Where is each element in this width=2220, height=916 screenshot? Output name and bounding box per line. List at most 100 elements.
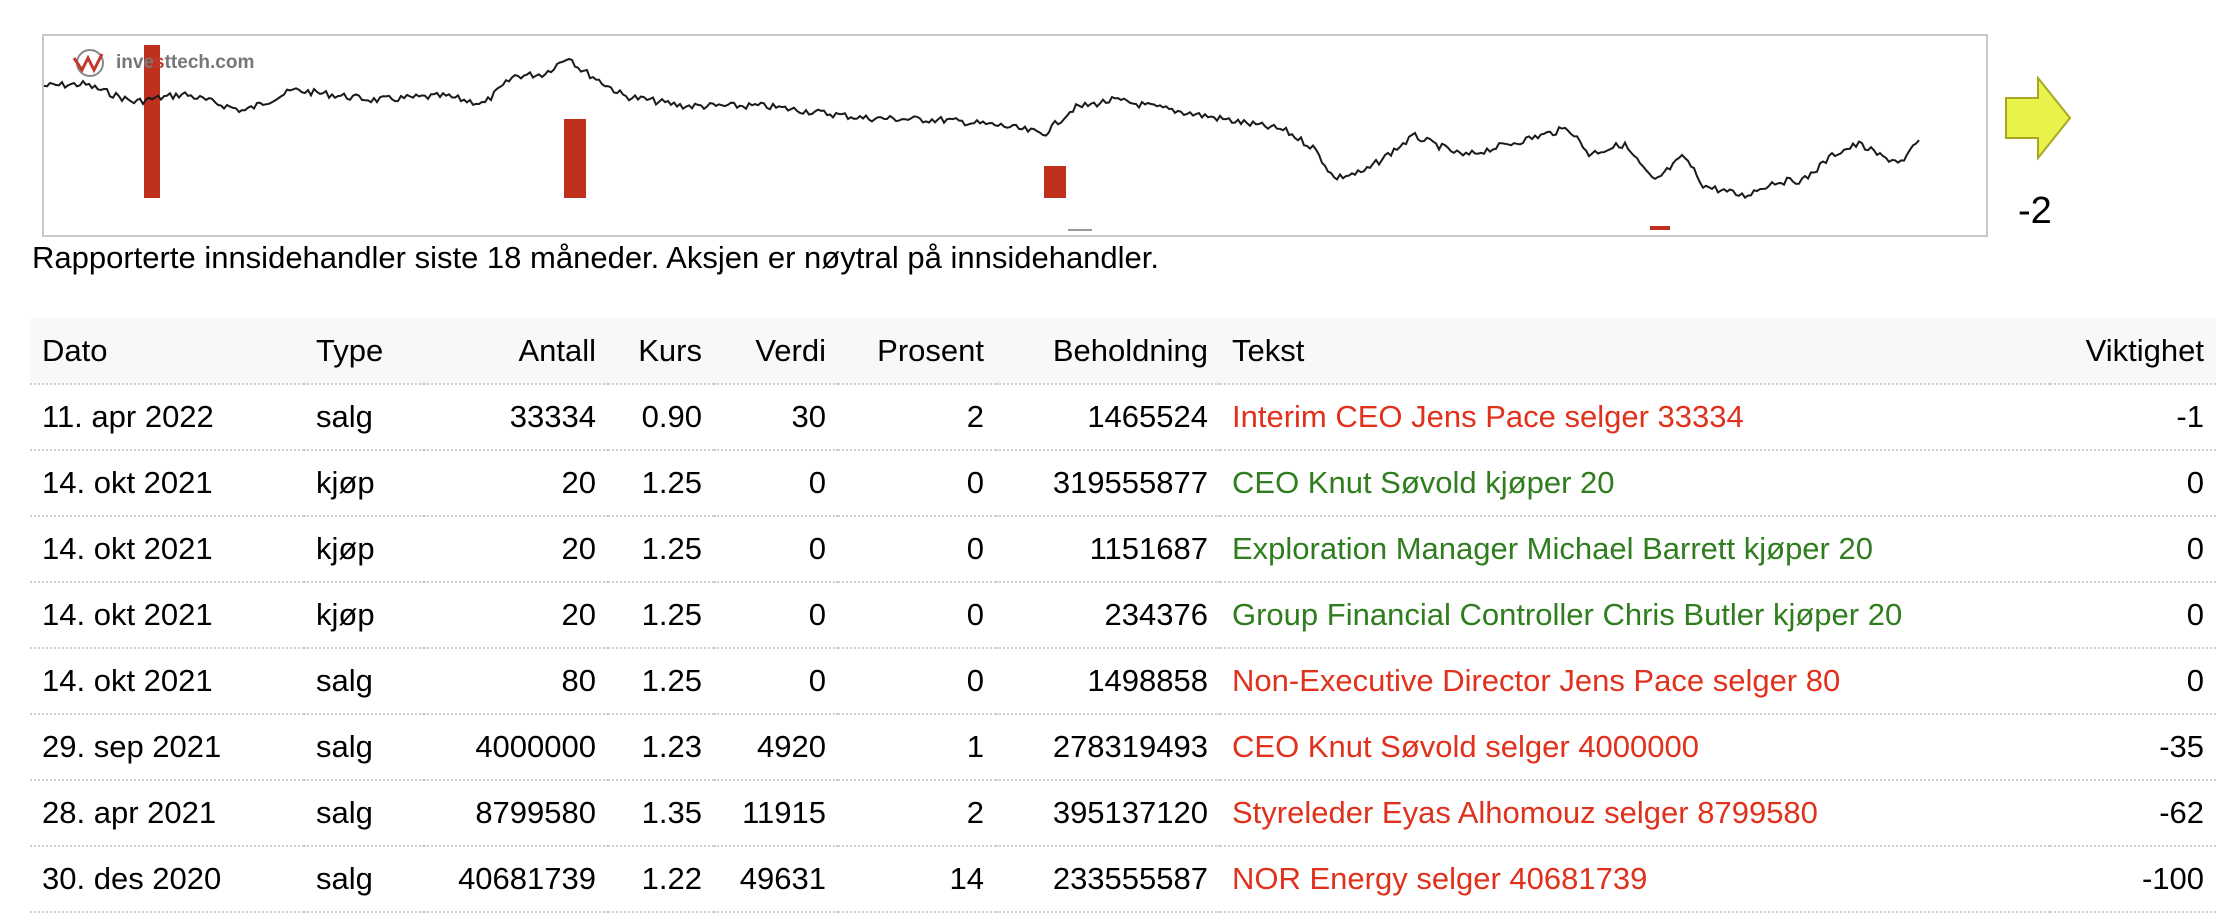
- cell-prosent: 1: [838, 713, 996, 780]
- logo-text: investtech.com: [116, 52, 255, 73]
- cell-verdi: 0: [714, 647, 838, 714]
- insider-trade-bar: [144, 45, 160, 198]
- cell-beholdning: 395137120: [996, 779, 1220, 846]
- header-type[interactable]: Type: [316, 332, 384, 368]
- cell-verdi: 49631: [714, 845, 838, 913]
- insider-trades-table: Dato Type Antall Kurs Verdi Prosent Beho…: [30, 318, 2216, 913]
- cell-prosent: 2: [838, 779, 996, 846]
- cell-kurs: 1.25: [608, 647, 714, 714]
- cell-verdi: 11915: [714, 779, 838, 846]
- cell-beholdning: 233555587: [996, 845, 1220, 913]
- header-viktighet[interactable]: Viktighet: [2085, 332, 2204, 368]
- insider-trade-chart: investtech.com: [42, 34, 1988, 237]
- cell-type: salg: [304, 647, 424, 714]
- cell-type: salg: [304, 713, 424, 780]
- cell-viktighet: 0: [2050, 647, 2216, 714]
- header-kurs[interactable]: Kurs: [638, 332, 702, 368]
- price-chart-svg: [44, 45, 1920, 231]
- table-row: 30. des 2020 salg 40681739 1.22 49631 14 23355…: [30, 845, 2216, 913]
- cell-dato: 30. des 2020: [30, 845, 304, 913]
- cell-prosent: 14: [838, 845, 996, 913]
- cell-prosent: 0: [838, 449, 996, 516]
- cell-dato: 14. okt 2021: [30, 449, 304, 516]
- insider-trade-bar: [1650, 226, 1670, 230]
- cell-type: kjøp: [304, 515, 424, 582]
- header-tekst[interactable]: Tekst: [1232, 332, 1305, 368]
- logo-icon: [72, 49, 104, 77]
- right-arrow-icon: [2005, 76, 2072, 161]
- cell-viktighet: -35: [2050, 713, 2216, 780]
- cell-viktighet: 0: [2050, 515, 2216, 582]
- cell-dato: 14. okt 2021: [30, 581, 304, 648]
- cell-viktighet: -100: [2050, 845, 2216, 913]
- header-antall[interactable]: Antall: [518, 332, 596, 368]
- cell-type: kjøp: [304, 449, 424, 516]
- cell-dato: 14. okt 2021: [30, 647, 304, 714]
- cell-beholdning: 1151687: [996, 515, 1220, 582]
- cell-viktighet: 0: [2050, 581, 2216, 648]
- header-dato[interactable]: Dato: [42, 332, 108, 368]
- trend-score: -2: [2018, 190, 2052, 232]
- cell-kurs: 1.22: [608, 845, 714, 913]
- cell-tekst[interactable]: CEO Knut Søvold kjøper 20: [1220, 449, 2050, 516]
- cell-antall: 4000000: [424, 713, 608, 780]
- insider-trade-bar: [1068, 229, 1092, 231]
- header-verdi[interactable]: Verdi: [755, 332, 826, 368]
- cell-verdi: 4920: [714, 713, 838, 780]
- cell-beholdning: 319555877: [996, 449, 1220, 516]
- cell-tekst[interactable]: Interim CEO Jens Pace selger 33334: [1220, 383, 2050, 450]
- cell-beholdning: 1465524: [996, 383, 1220, 450]
- cell-tekst[interactable]: Styreleder Eyas Alhomouz selger 8799580: [1220, 779, 2050, 846]
- table-row: 29. sep 2021 salg 4000000 1.23 4920 1 27831949…: [30, 713, 2216, 780]
- cell-viktighet: -62: [2050, 779, 2216, 846]
- header-prosent[interactable]: Prosent: [877, 332, 984, 368]
- cell-type: salg: [304, 845, 424, 913]
- cell-dato: 11. apr 2022: [30, 383, 304, 450]
- cell-kurs: 1.23: [608, 713, 714, 780]
- cell-prosent: 0: [838, 647, 996, 714]
- insider-trade-bar: [564, 119, 586, 198]
- cell-verdi: 0: [714, 515, 838, 582]
- cell-antall: 20: [424, 449, 608, 516]
- cell-tekst[interactable]: NOR Energy selger 40681739: [1220, 845, 2050, 913]
- cell-type: salg: [304, 779, 424, 846]
- table-row: 14. okt 2021 kjøp 20 1.25 0 0 319555877 CEO Knu…: [30, 449, 2216, 516]
- cell-beholdning: 1498858: [996, 647, 1220, 714]
- table-row: 14. okt 2021 kjøp 20 1.25 0 0 234376 Group Fina…: [30, 581, 2216, 648]
- cell-dato: 14. okt 2021: [30, 515, 304, 582]
- cell-prosent: 0: [838, 515, 996, 582]
- cell-type: kjøp: [304, 581, 424, 648]
- cell-verdi: 0: [714, 449, 838, 516]
- cell-viktighet: -1: [2050, 383, 2216, 450]
- insider-summary-caption: Rapporterte innsidehandler siste 18 måne…: [32, 240, 1160, 275]
- cell-tekst[interactable]: CEO Knut Søvold selger 4000000: [1220, 713, 2050, 780]
- cell-verdi: 30: [714, 383, 838, 450]
- cell-antall: 40681739: [424, 845, 608, 913]
- cell-kurs: 1.25: [608, 515, 714, 582]
- table-header-row: Dato Type Antall Kurs Verdi Prosent Beho…: [30, 318, 2216, 384]
- cell-tekst[interactable]: Group Financial Controller Chris Butler …: [1220, 581, 2050, 648]
- header-beholdning[interactable]: Beholdning: [1052, 332, 1208, 368]
- cell-kurs: 1.25: [608, 581, 714, 648]
- table-row: 28. apr 2021 salg 8799580 1.35 11915 2 3951371…: [30, 779, 2216, 846]
- cell-beholdning: 234376: [996, 581, 1220, 648]
- cell-antall: 80: [424, 647, 608, 714]
- insider-trades-table-container: Dato Type Antall Kurs Verdi Prosent Beho…: [30, 318, 2216, 913]
- cell-dato: 29. sep 2021: [30, 713, 304, 780]
- table-row: 14. okt 2021 kjøp 20 1.25 0 0 1151687 Explorati…: [30, 515, 2216, 582]
- cell-kurs: 1.25: [608, 449, 714, 516]
- insidetech-logo: investtech.com: [72, 48, 254, 78]
- insider-trade-bar: [1044, 166, 1066, 198]
- price-line: [44, 57, 1920, 199]
- cell-tekst[interactable]: Non-Executive Director Jens Pace selger …: [1220, 647, 2050, 714]
- cell-tekst[interactable]: Exploration Manager Michael Barrett kjøp…: [1220, 515, 2050, 582]
- table-row: 11. apr 2022 salg 33334 0.90 30 2 1465524 Inter…: [30, 383, 2216, 450]
- table-row: 14. okt 2021 salg 80 1.25 0 0 1498858 Non-Execu…: [30, 647, 2216, 714]
- cell-type: salg: [304, 383, 424, 450]
- cell-antall: 33334: [424, 383, 608, 450]
- cell-antall: 20: [424, 581, 608, 648]
- cell-dato: 28. apr 2021: [30, 779, 304, 846]
- cell-antall: 8799580: [424, 779, 608, 846]
- cell-verdi: 0: [714, 581, 838, 648]
- cell-beholdning: 278319493: [996, 713, 1220, 780]
